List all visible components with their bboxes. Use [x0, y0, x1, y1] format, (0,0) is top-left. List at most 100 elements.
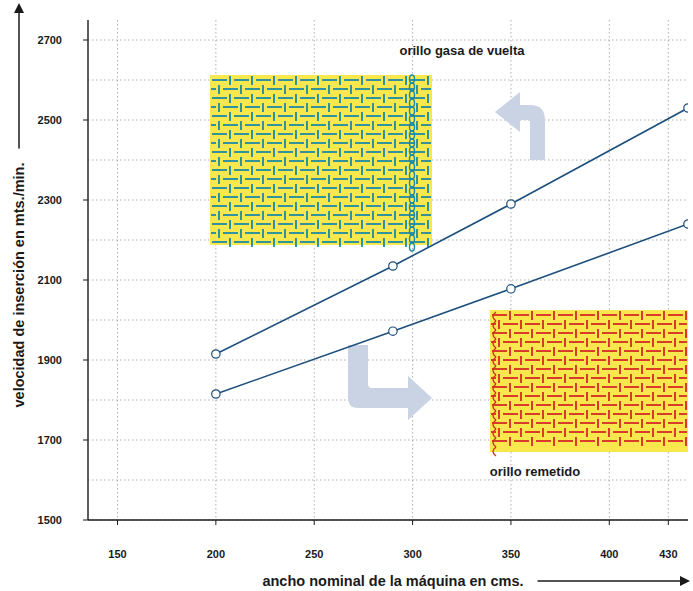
fabric-weft: [211, 178, 216, 180]
grid-line-y: [88, 280, 688, 281]
fabric-warp: [372, 121, 374, 130]
fabric-warp: [306, 193, 308, 202]
fabric-warp: [553, 401, 555, 410]
y-tick: [83, 40, 88, 41]
series-marker: [684, 220, 688, 228]
fabric-weft: [602, 404, 617, 406]
fabric-weft: [355, 178, 370, 180]
fabric-weft: [366, 169, 381, 171]
fabric-weft: [223, 124, 238, 126]
fabric-warp: [531, 347, 533, 356]
fabric-weft: [278, 133, 293, 135]
fabric-weft: [267, 124, 282, 126]
fabric-warp: [361, 184, 363, 193]
fabric-warp: [383, 148, 385, 157]
fabric-warp: [372, 175, 374, 184]
fabric-weft: [322, 205, 337, 207]
fabric-warp: [405, 220, 407, 229]
fabric-warp: [663, 329, 665, 338]
fabric-warp: [240, 139, 242, 148]
fabric-weft: [536, 386, 551, 388]
series-label: orillo remetido: [490, 464, 580, 479]
fabric-weft: [679, 395, 687, 397]
fabric-weft: [212, 169, 227, 171]
fabric-warp: [553, 329, 555, 338]
fabric-weft: [322, 133, 337, 135]
fabric-warp: [652, 374, 654, 383]
fabric-weft: [525, 341, 540, 343]
fabric-weft: [421, 124, 431, 126]
fabric-weft: [514, 422, 529, 424]
fabric-warp: [427, 148, 429, 157]
fabric-warp: [251, 148, 253, 157]
fabric-weft: [355, 160, 370, 162]
y-tick-label: 1700: [38, 434, 62, 446]
fabric-warp: [229, 76, 231, 85]
fabric-warp: [531, 437, 533, 446]
fabric-warp: [273, 166, 275, 175]
fabric-warp: [630, 392, 632, 401]
grid-line-y: [88, 40, 688, 41]
x-tick-label: 300: [403, 548, 421, 560]
fabric-warp: [564, 356, 566, 365]
fabric-weft: [267, 160, 282, 162]
fabric-warp: [218, 85, 220, 94]
fabric-weft: [624, 368, 639, 370]
fabric-weft: [245, 88, 260, 90]
fabric-weft: [267, 88, 282, 90]
fabric-weft: [289, 88, 304, 90]
fabric-warp: [498, 374, 500, 383]
fabric-warp: [350, 211, 352, 220]
fabric-weft: [344, 169, 359, 171]
fabric-warp: [586, 356, 588, 365]
fabric-warp: [630, 356, 632, 365]
fabric-warp: [372, 103, 374, 112]
fabric-warp: [284, 85, 286, 94]
fabric-weft: [547, 323, 562, 325]
fabric-weft: [421, 106, 431, 108]
fabric-weft: [558, 404, 573, 406]
fabric-warp: [394, 121, 396, 130]
fabric-weft: [503, 413, 518, 415]
fabric-warp: [339, 130, 341, 139]
fabric-weft: [300, 169, 315, 171]
fabric-weft: [267, 196, 282, 198]
x-axis-line: [88, 519, 688, 520]
fabric-warp: [564, 374, 566, 383]
fabric-weft: [223, 232, 238, 234]
fabric-tuck-edge: [493, 339, 496, 348]
fabric-warp: [306, 211, 308, 220]
fabric-weft: [256, 169, 271, 171]
fabric-warp: [284, 229, 286, 238]
fabric-weft: [212, 115, 227, 117]
fabric-weft: [355, 142, 370, 144]
fabric-warp: [685, 311, 687, 320]
arrow-upper: [495, 92, 545, 160]
fabric-warp: [531, 419, 533, 428]
fabric-warp: [509, 365, 511, 374]
fabric-weft: [591, 431, 606, 433]
fabric-warp: [273, 238, 275, 247]
fabric-warp: [317, 202, 319, 211]
fabric-weft: [558, 386, 573, 388]
fabric-warp: [317, 112, 319, 121]
fabric-weft: [234, 187, 249, 189]
fabric-weft: [668, 404, 683, 406]
fabric-weft: [311, 106, 326, 108]
fabric-warp: [427, 166, 429, 175]
fabric-warp: [317, 148, 319, 157]
fabric-weft: [245, 142, 260, 144]
fabric-weft: [569, 431, 584, 433]
fabric-weft: [366, 223, 381, 225]
fabric-warp: [531, 311, 533, 320]
fabric-warp: [218, 229, 220, 238]
fabric-warp: [273, 94, 275, 103]
fabric-weft: [525, 323, 540, 325]
fabric-weft: [399, 196, 414, 198]
fabric-warp: [663, 311, 665, 320]
fabric-illustration: [210, 75, 432, 251]
fabric-warp: [229, 202, 231, 211]
fabric-warp: [509, 329, 511, 338]
fabric-warp: [586, 428, 588, 437]
fabric-warp: [553, 311, 555, 320]
